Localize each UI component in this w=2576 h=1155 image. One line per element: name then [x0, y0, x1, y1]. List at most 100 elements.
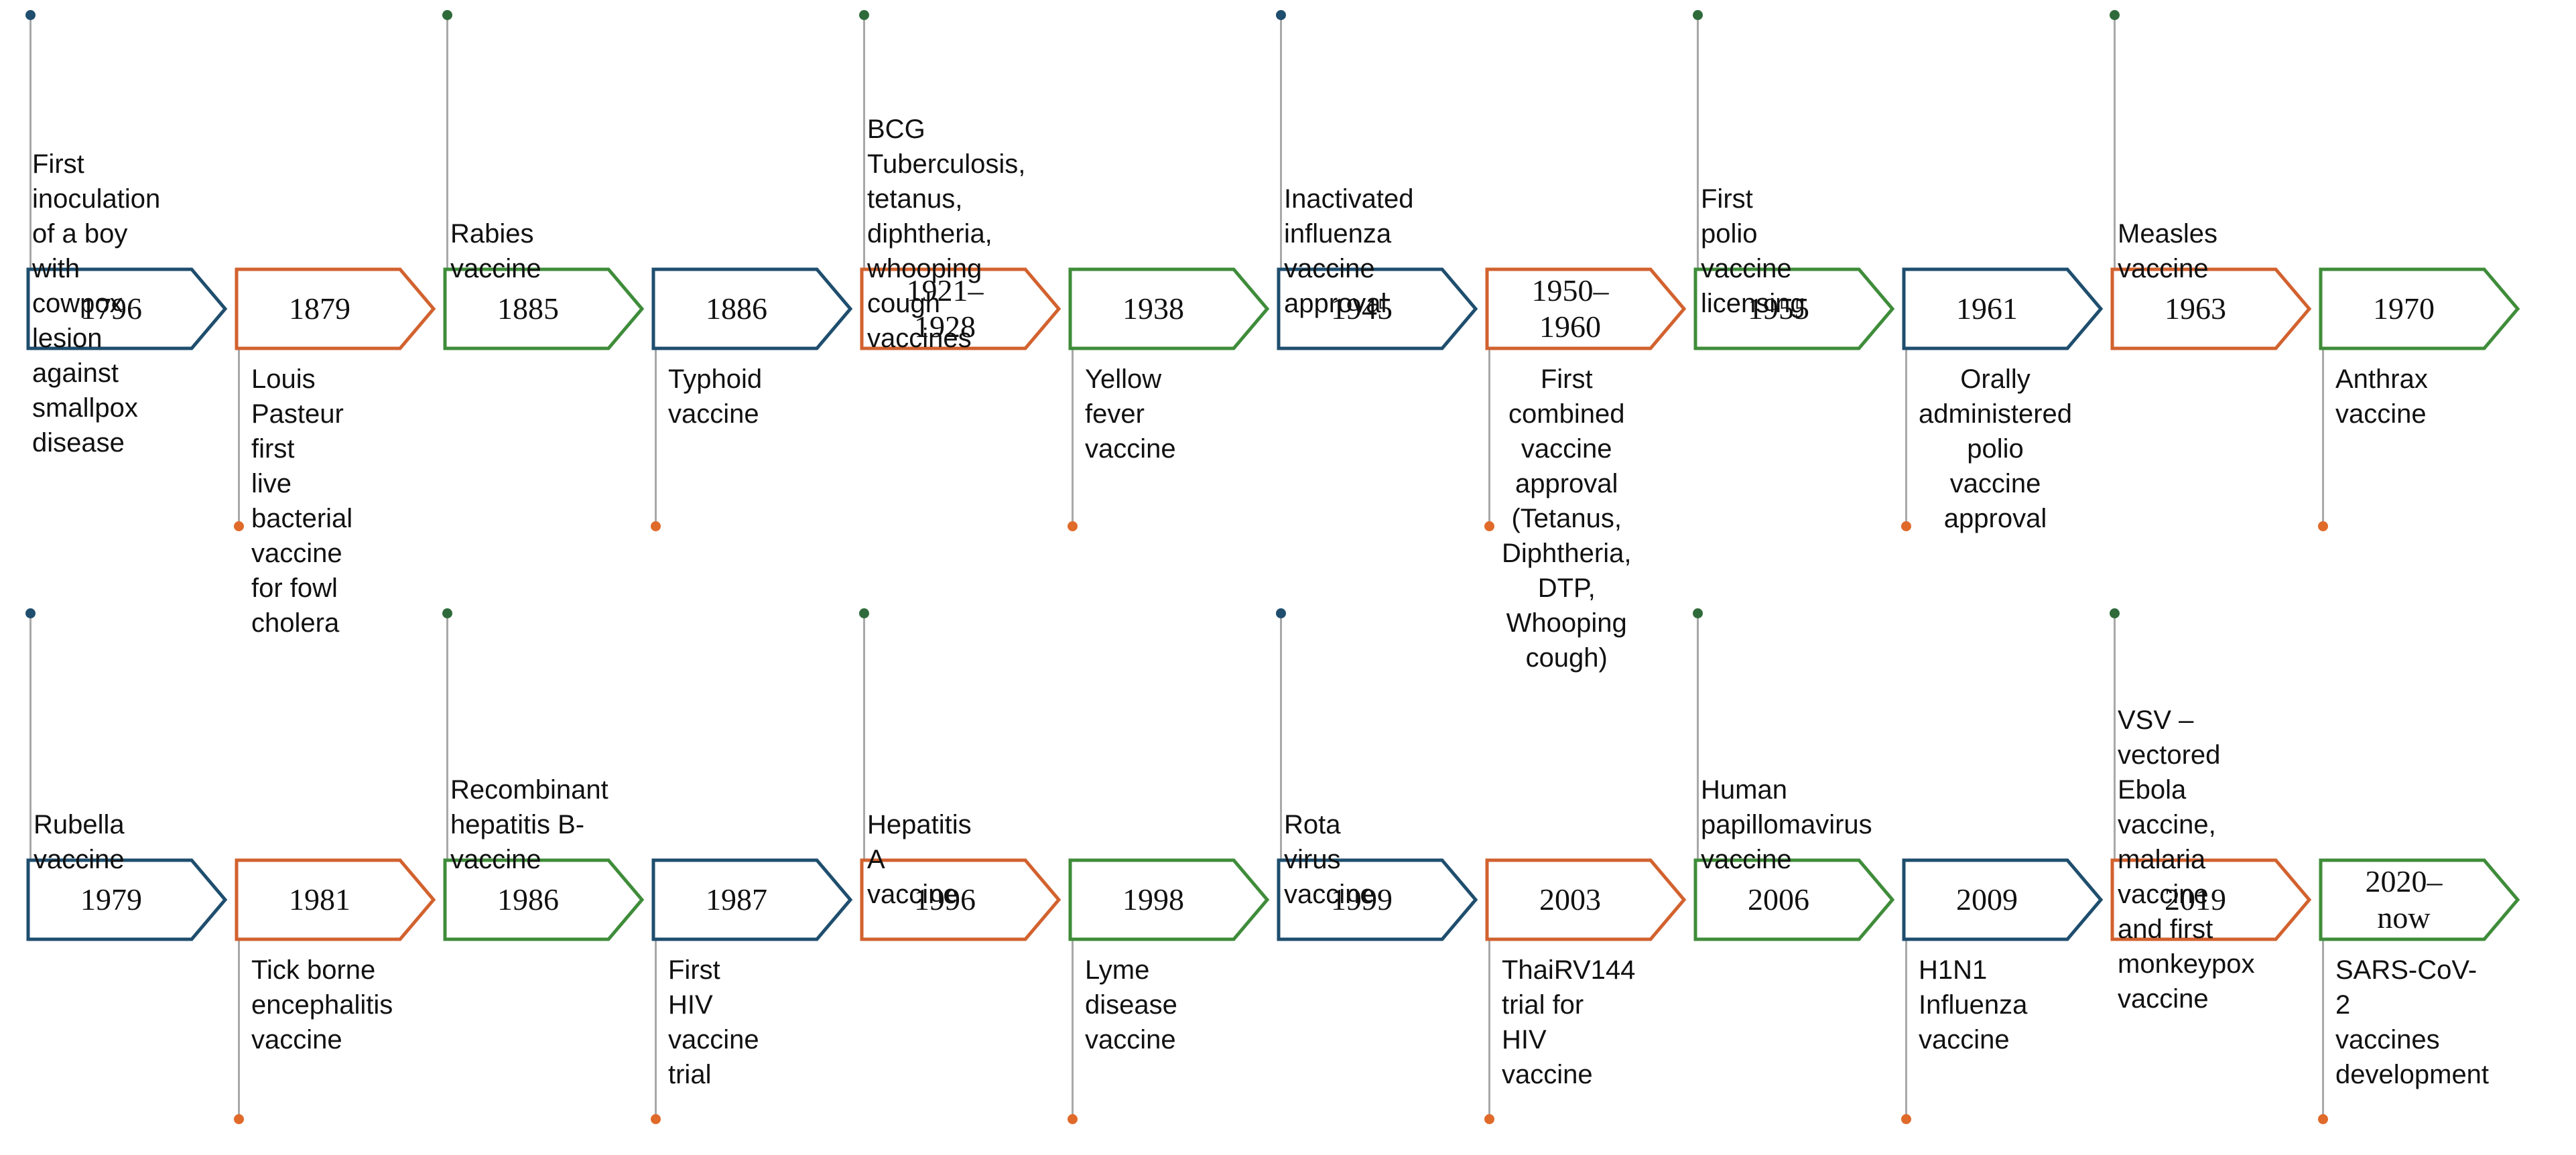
year-label: 2009: [1956, 882, 2018, 916]
year-label: 1796: [80, 291, 142, 326]
connector-line: [2114, 15, 2116, 268]
event-description: First HIV vaccine trial: [668, 955, 759, 1089]
year-label: 1885: [497, 291, 559, 326]
connector-line: [863, 613, 865, 859]
connector-dot: [442, 608, 452, 618]
year-label: 1945: [1331, 291, 1393, 326]
year-arrow-box: 2020– now: [2319, 858, 2520, 941]
connector-dot: [2110, 608, 2120, 618]
year-label: 1955: [1748, 291, 1809, 326]
connector-line: [1072, 941, 1074, 1119]
event-description: Louis Pasteur first live bacterial vacci…: [251, 364, 353, 638]
event-description: Human papillomavirus vaccine: [1701, 775, 1872, 874]
connector-dot: [1693, 608, 1703, 618]
connector-line: [1697, 15, 1699, 268]
connector-line: [2114, 613, 2116, 859]
year-arrow-box: 2003: [1485, 858, 1687, 941]
connector-line: [29, 15, 31, 268]
connector-line: [238, 941, 240, 1119]
year-label: 2003: [1539, 882, 1601, 916]
event-description: BCG Tuberculosis, tetanus, diphtheria, w…: [867, 115, 1026, 353]
event-description: First polio vaccine licensing: [1701, 184, 1805, 318]
year-label: 1886: [706, 291, 767, 326]
connector-dot: [2318, 1114, 2328, 1124]
connector-line: [1697, 613, 1699, 859]
connector-line: [446, 15, 448, 268]
year-arrow-box: 1998: [1068, 858, 1270, 941]
connector-line: [1905, 350, 1907, 526]
event-description: Tick borne encephalitis vaccine: [251, 955, 393, 1055]
year-label: 1996: [914, 882, 976, 916]
year-label: 1963: [2165, 291, 2226, 326]
connector-dot: [1068, 1114, 1078, 1124]
year-label: 1921– 1928: [906, 273, 984, 344]
year-arrow-box: 1986: [443, 858, 645, 941]
connector-line: [1905, 941, 1907, 1119]
event-description: Hepatitis A vaccine: [867, 810, 972, 909]
connector-line: [1488, 941, 1490, 1119]
year-label: 1999: [1331, 882, 1393, 916]
year-label: 1986: [497, 882, 559, 916]
event-description: Lyme disease vaccine: [1085, 955, 1177, 1055]
event-description: Measles vaccine: [2118, 219, 2217, 283]
year-label: 2006: [1748, 882, 1809, 916]
year-arrow-box: 1945: [1277, 267, 1478, 350]
event-description: ThaiRV144 trial for HIV vaccine: [1502, 955, 1636, 1089]
year-arrow-box: 1796: [26, 267, 228, 350]
connector-line: [2322, 941, 2324, 1119]
connector-dot: [234, 521, 244, 531]
connector-dot: [1484, 521, 1494, 531]
year-arrow-box: 1921– 1928: [860, 267, 1061, 350]
event-description: Recombinant hepatitis B-vaccine: [450, 775, 608, 874]
year-label: 1981: [289, 882, 350, 916]
connector-line: [446, 613, 448, 859]
connector-line: [1280, 15, 1282, 268]
event-description: Yellow fever vaccine: [1085, 364, 1176, 464]
connector-dot: [651, 521, 661, 531]
year-arrow-box: 1961: [1902, 267, 2104, 350]
year-arrow-box: 1979: [26, 858, 228, 941]
event-description: Anthrax vaccine: [2335, 364, 2428, 429]
year-arrow-box: 1938: [1068, 267, 1270, 350]
connector-dot: [1276, 608, 1286, 618]
year-arrow-box: 1950– 1960: [1485, 267, 1687, 350]
year-arrow-box: 1886: [651, 267, 853, 350]
connector-dot: [651, 1114, 661, 1124]
year-arrow-box: 1970: [2319, 267, 2520, 350]
connector-dot: [2110, 10, 2120, 20]
event-description: First inoculation of a boy with cowpox l…: [32, 149, 161, 458]
connector-line: [655, 941, 657, 1119]
connector-dot: [1068, 521, 1078, 531]
year-label: 1987: [706, 882, 767, 916]
year-label: 1970: [2373, 291, 2435, 326]
event-description: Rubella vaccine: [34, 810, 125, 874]
year-label: 1950– 1960: [1531, 273, 1609, 344]
year-label: 1938: [1122, 291, 1184, 326]
year-label: 2019: [2165, 882, 2226, 916]
year-label: 1879: [289, 291, 350, 326]
year-arrow-box: 1981: [235, 858, 436, 941]
year-arrow-box: 2006: [1693, 858, 1895, 941]
year-label: 2020– now: [2365, 864, 2443, 935]
connector-dot: [859, 608, 869, 618]
connector-dot: [1901, 1114, 1911, 1124]
connector-dot: [25, 608, 36, 618]
year-arrow-box: 2019: [2110, 858, 2312, 941]
year-label: 1979: [80, 882, 142, 916]
event-description: H1N1 Influenza vaccine: [1919, 955, 2028, 1055]
connector-line: [1280, 613, 1282, 859]
connector-line: [2322, 350, 2324, 526]
event-description: SARS-CoV-2 vaccines development: [2335, 955, 2490, 1089]
connector-line: [238, 350, 240, 526]
connector-line: [863, 15, 865, 268]
connector-dot: [1901, 521, 1911, 531]
event-description: VSV – vectored Ebola vaccine, malaria va…: [2118, 705, 2255, 1014]
connector-dot: [2318, 521, 2328, 531]
year-arrow-box: 1955: [1693, 267, 1895, 350]
year-arrow-box: 1963: [2110, 267, 2312, 350]
event-description: Typhoid vaccine: [668, 364, 763, 429]
connector-dot: [25, 10, 36, 20]
year-arrow-box: 1885: [443, 267, 645, 350]
event-description: Orally administered polio vaccine approv…: [1919, 364, 2073, 533]
event-description: Inactivated influenza vaccine approval: [1284, 184, 1414, 318]
